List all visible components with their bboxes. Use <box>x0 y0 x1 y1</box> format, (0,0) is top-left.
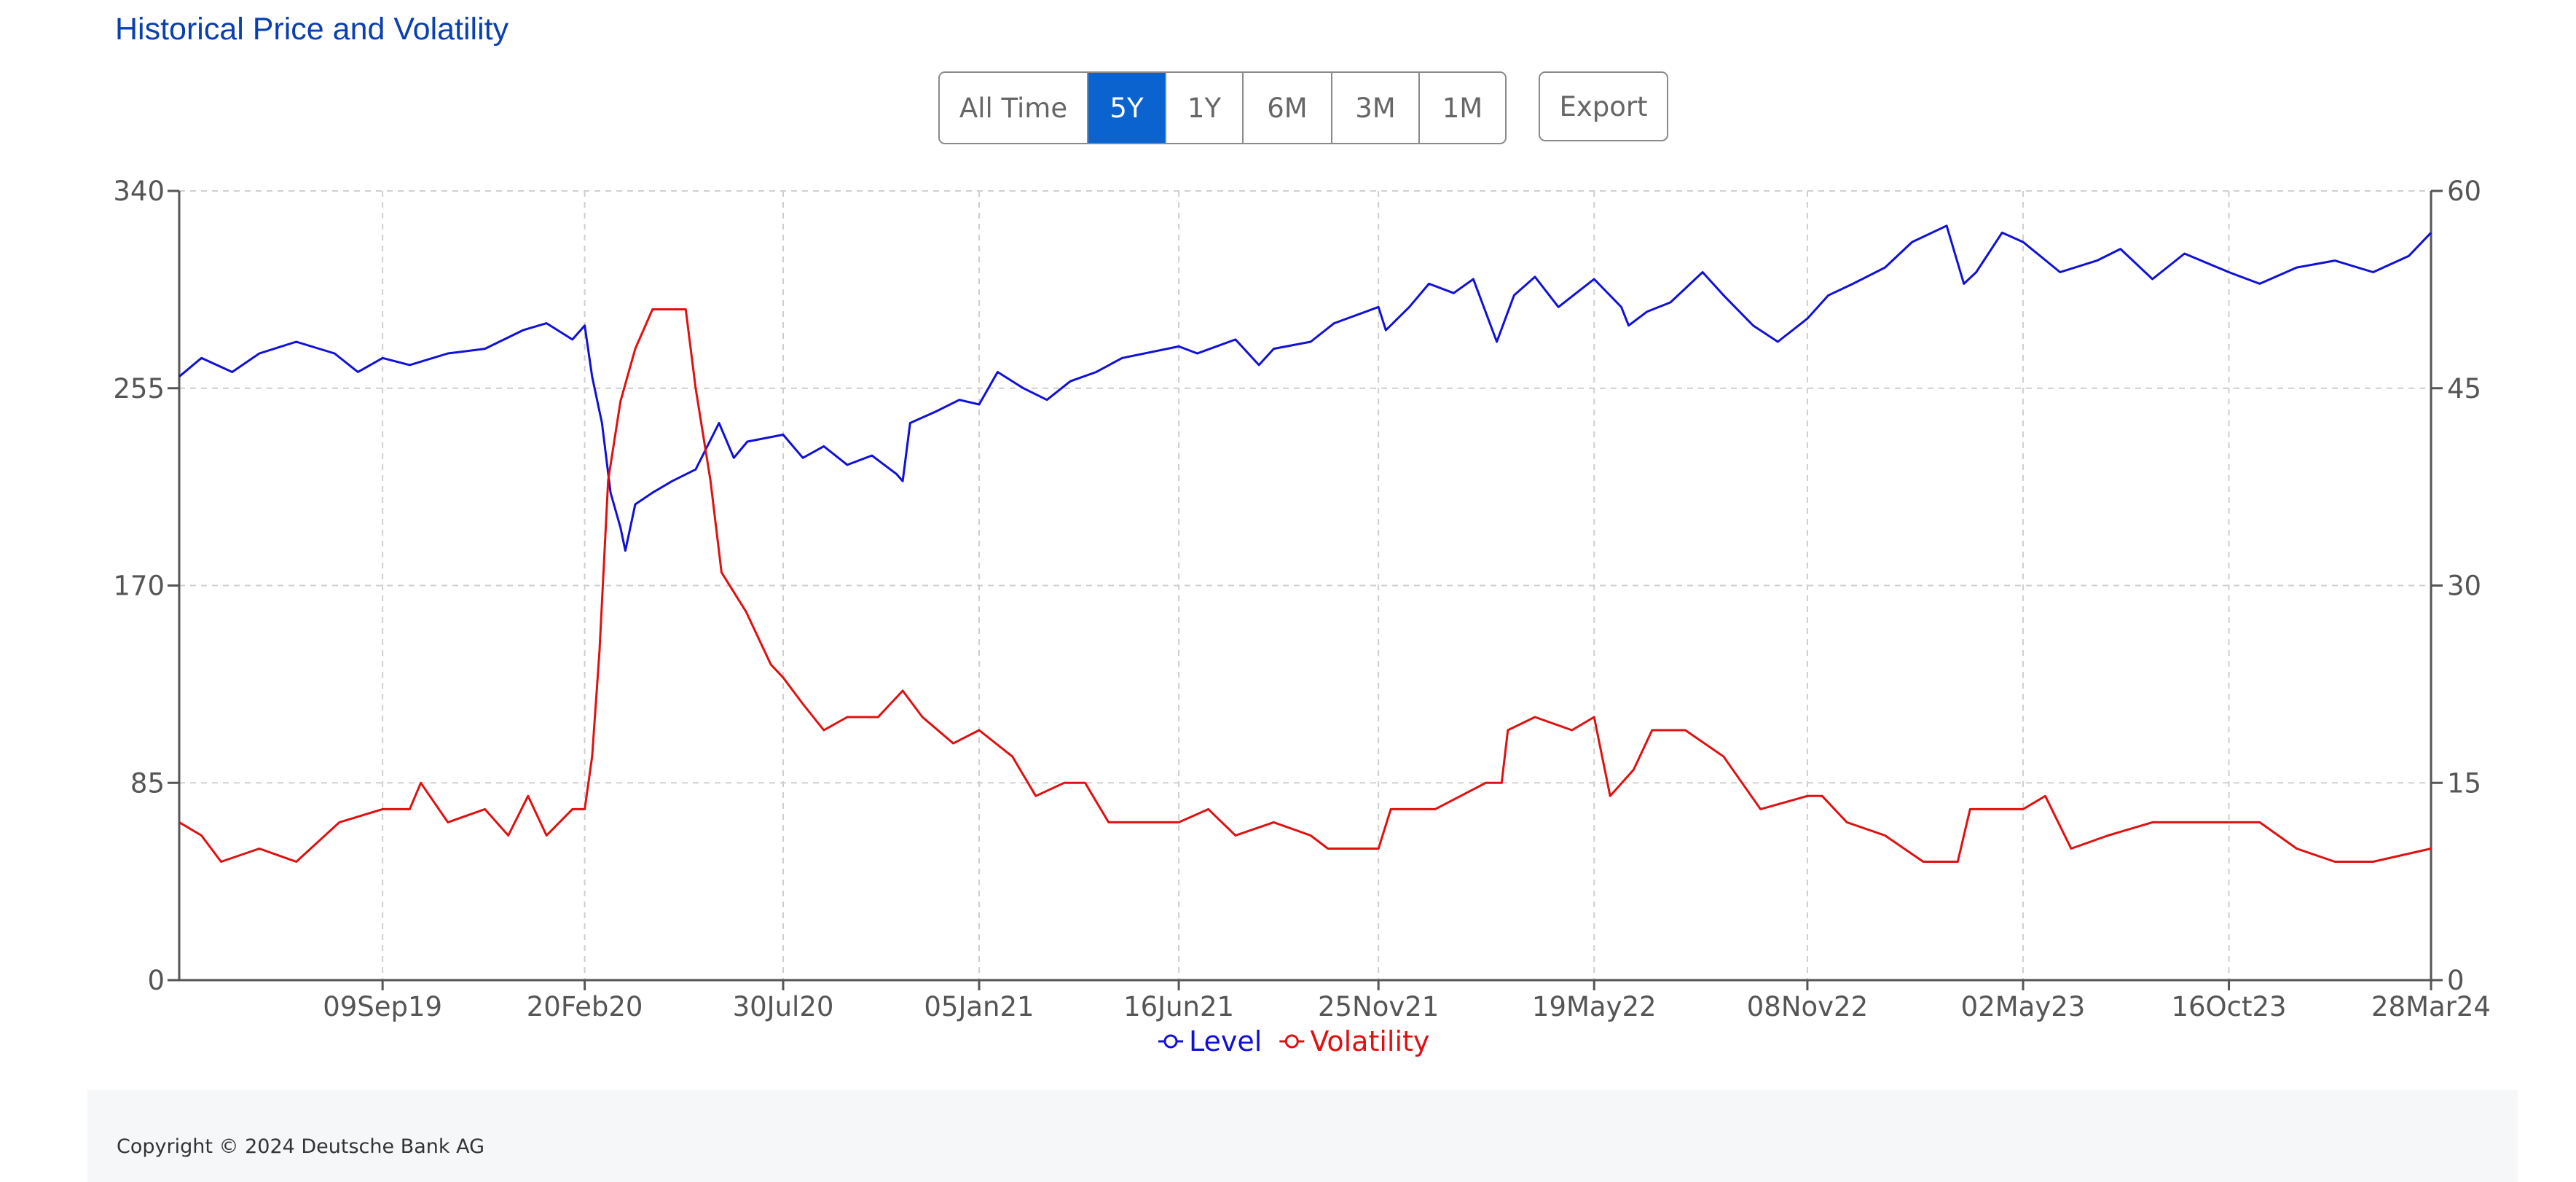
range-selector: All Time 5Y 1Y 6M 3M 1M <box>938 71 1507 144</box>
range-button-1m[interactable]: 1M <box>1442 92 1483 124</box>
x-tick-label: 02May23 <box>1961 991 2086 1022</box>
y-left-tick-label: 255 <box>113 373 165 404</box>
x-tick-label: 20Feb20 <box>527 991 643 1022</box>
x-tick-label: 28Mar24 <box>2371 991 2491 1022</box>
legend-marker-volatility <box>1284 1034 1299 1049</box>
x-tick-label: 16Jun21 <box>1123 991 1234 1022</box>
legend-label-level[interactable]: Level <box>1189 1025 1262 1057</box>
chart-title: Historical Price and Volatility <box>115 12 509 47</box>
footer: Copyright © 2024 Deutsche Bank AG <box>87 1090 2518 1182</box>
series-line-volatility <box>178 308 2432 863</box>
x-tick-label: 16Oct23 <box>2171 991 2286 1022</box>
y-left-tick-label: 85 <box>130 767 165 799</box>
y-left-tick-label: 0 <box>147 965 165 996</box>
x-tick-label: 08Nov22 <box>1747 991 1868 1022</box>
y-right-tick-label: 30 <box>2447 571 2481 602</box>
copyright-text: Copyright © 2024 Deutsche Bank AG <box>117 1135 485 1158</box>
range-button-all-time[interactable]: All Time <box>940 73 1088 143</box>
y-right-tick-label: 15 <box>2447 767 2481 799</box>
x-tick-label: 19May22 <box>1532 991 1657 1022</box>
series-line-level <box>178 224 2432 552</box>
export-button[interactable]: Export <box>1539 71 1668 141</box>
y-right-tick-label: 0 <box>2447 965 2465 996</box>
y-right-tick-label: 45 <box>2447 373 2481 404</box>
x-tick-label: 05Jan21 <box>924 991 1034 1022</box>
x-tick-label: 25Nov21 <box>1318 991 1439 1022</box>
y-left-tick-label: 340 <box>113 176 165 207</box>
y-left-tick-label: 170 <box>113 571 165 602</box>
price-volatility-chart: 0 85 170 255 340 0 15 30 45 60 09Sep19 20Feb20 30Jul… <box>113 176 2491 1057</box>
range-button-5y[interactable]: 5Y <box>1088 73 1166 143</box>
legend-marker-level <box>1163 1034 1178 1049</box>
range-button-3m[interactable]: 3M <box>1332 73 1420 143</box>
range-button-6m[interactable]: 6M <box>1244 73 1332 143</box>
x-tick-label: 30Jul20 <box>733 991 834 1022</box>
y-right-tick-label: 60 <box>2447 176 2481 207</box>
x-tick-label: 09Sep19 <box>323 991 442 1022</box>
legend-label-volatility[interactable]: Volatility <box>1310 1025 1429 1057</box>
range-button-1y[interactable]: 1Y <box>1166 73 1244 143</box>
